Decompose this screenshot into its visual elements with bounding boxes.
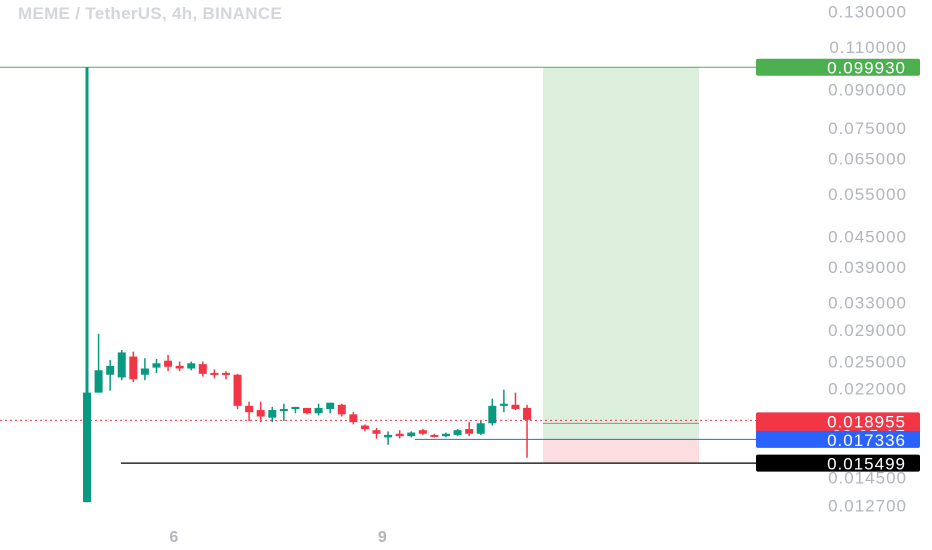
candle-body xyxy=(83,392,91,503)
y-tick-label: 0.075000 xyxy=(828,119,907,138)
candle-body xyxy=(233,374,242,406)
y-tick-label: 0.090000 xyxy=(828,80,907,99)
candle-body xyxy=(360,425,369,430)
y-tick-label: 0.055000 xyxy=(828,185,907,204)
candle-body xyxy=(430,434,439,437)
candle-body xyxy=(268,410,277,418)
candle-body xyxy=(488,405,497,424)
candle-body xyxy=(372,430,381,434)
y-tick-label: 0.025000 xyxy=(828,353,907,372)
candle-body xyxy=(245,405,254,413)
candle-body xyxy=(418,430,427,434)
candle-body xyxy=(314,407,323,414)
y-tick-label: 0.029000 xyxy=(828,321,907,340)
stop-price-tag xyxy=(756,454,920,472)
candle-body xyxy=(279,408,288,412)
stop-price-tag-text: 0.015499 xyxy=(827,455,906,474)
candle-body xyxy=(337,404,346,415)
candle-body xyxy=(94,370,103,393)
x-tick-label: 6 xyxy=(169,529,178,546)
candle-body xyxy=(175,365,184,369)
candle-body xyxy=(117,352,126,378)
x-tick-label: 9 xyxy=(378,529,387,546)
target-price-tag-text: 0.099930 xyxy=(827,59,906,78)
y-tick-label: 0.110000 xyxy=(829,38,907,57)
current-price-tag-text: 0.018955 xyxy=(827,412,906,431)
candle-body xyxy=(140,368,149,375)
candle-body xyxy=(499,403,508,406)
candle-body xyxy=(164,360,173,367)
y-tick-label: 0.022000 xyxy=(828,380,907,399)
loss-zone xyxy=(543,439,699,464)
y-tick-label: 0.045000 xyxy=(828,228,907,247)
candle-body xyxy=(384,434,393,438)
candle-body xyxy=(221,372,230,375)
candle-body xyxy=(511,404,520,409)
profit-zone xyxy=(543,67,699,440)
target-price-tag xyxy=(756,58,920,76)
candle-body xyxy=(256,410,265,417)
candle-body xyxy=(326,402,335,409)
y-tick-label: 0.033000 xyxy=(828,294,907,313)
y-tick-label: 0.014500 xyxy=(828,468,907,487)
entry-price-tag-text: 0.017336 xyxy=(827,431,906,450)
chart-title: MEME / TetherUS, 4h, BINANCE xyxy=(18,4,283,23)
entry-price-tag xyxy=(756,430,920,448)
candle-body xyxy=(349,414,358,423)
candle-body xyxy=(407,432,416,437)
y-tick-label: 0.130000 xyxy=(828,2,907,21)
candle-body xyxy=(198,364,207,374)
y-tick-label: 0.039000 xyxy=(828,258,907,277)
candle-body xyxy=(152,363,161,368)
candle-body xyxy=(395,433,404,437)
y-tick-label: 0.065000 xyxy=(828,150,907,169)
candle-body xyxy=(523,407,532,420)
candle-body xyxy=(129,356,138,380)
candle-body xyxy=(187,363,196,369)
candle-body xyxy=(303,407,312,414)
candle-body xyxy=(476,423,485,434)
y-tick-label: 0.012700 xyxy=(828,496,907,515)
candle-body xyxy=(453,430,462,435)
candle-body xyxy=(465,429,474,434)
candle-body xyxy=(441,433,450,437)
candle-body xyxy=(291,406,300,409)
candle-body xyxy=(106,365,115,375)
candle-body xyxy=(210,372,219,375)
